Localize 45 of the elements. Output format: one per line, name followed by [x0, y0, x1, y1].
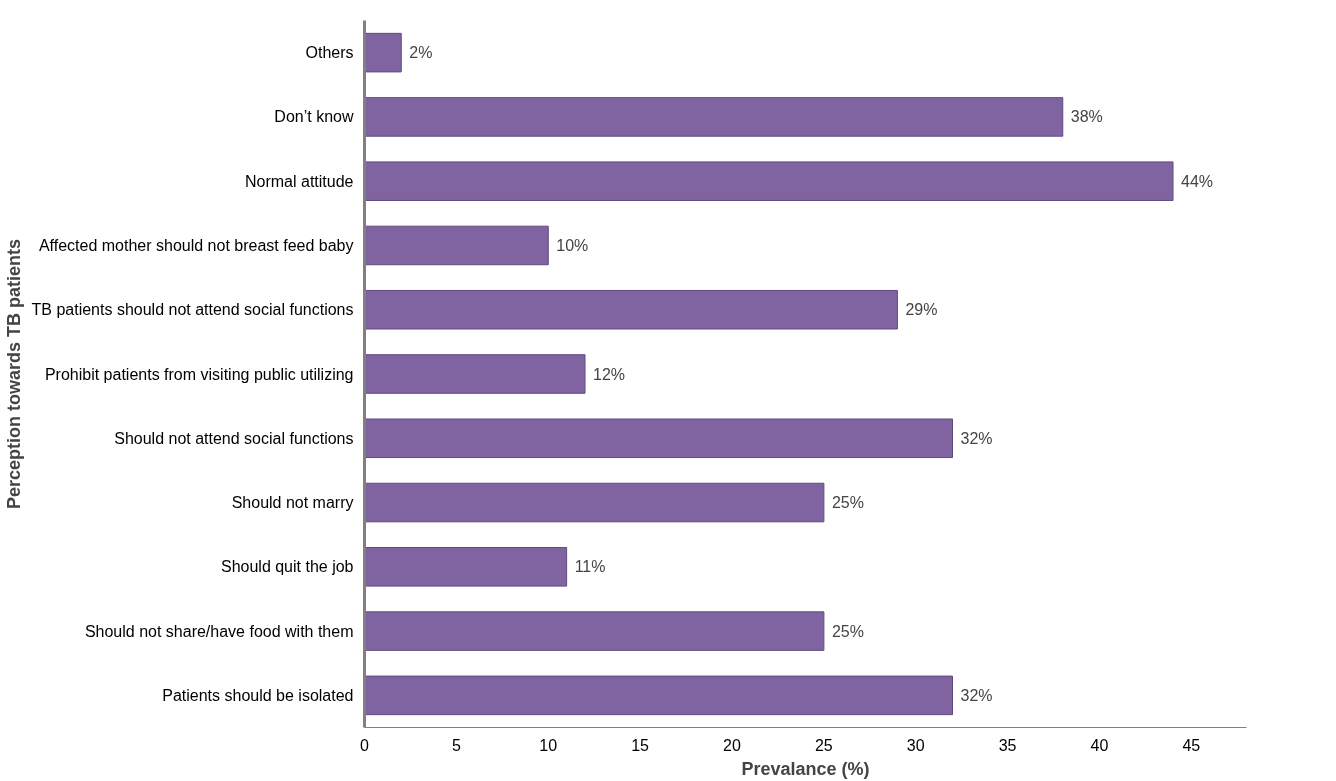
- data-label: 32%: [960, 686, 993, 704]
- x-tick-label: 40: [1090, 736, 1109, 754]
- bar: [364, 547, 568, 587]
- y-tick-label: Don’t know: [274, 108, 354, 126]
- bar: [364, 482, 825, 523]
- y-tick-label: TB patients should not attend social functions: [31, 301, 354, 319]
- y-tick-label: Should not share/have food with them: [84, 622, 354, 640]
- bar: [364, 32, 402, 73]
- bar: [364, 289, 898, 330]
- x-tick-label: 25: [814, 736, 833, 754]
- y-tick-label: Should not attend social functions: [114, 429, 354, 447]
- y-tick-label: Others: [305, 44, 354, 62]
- bar: [364, 354, 586, 394]
- data-label: 25%: [831, 622, 864, 640]
- data-label: 11%: [574, 558, 606, 576]
- data-label: 12%: [593, 365, 626, 383]
- y-tick-label: Normal attitude: [245, 172, 354, 190]
- x-tick-label: 5: [451, 736, 461, 754]
- x-tick-label: 20: [723, 736, 741, 754]
- bar: [364, 225, 549, 266]
- y-tick-label: Patients should be isolated: [162, 686, 354, 704]
- x-tick-label: 0: [360, 736, 370, 754]
- y-tick-label: Prohibit patients from visiting public utilizing: [44, 365, 354, 383]
- bar: [364, 675, 953, 716]
- x-axis-title: Prevalance (%): [741, 758, 870, 779]
- data-label: 44%: [1181, 172, 1214, 190]
- data-label: 29%: [905, 301, 938, 319]
- x-tick-label: 15: [631, 736, 650, 754]
- bar: [364, 97, 1064, 137]
- x-tick-label: 35: [998, 736, 1017, 754]
- bar: [364, 161, 1174, 201]
- data-label: 25%: [831, 494, 864, 512]
- x-tick-label: 45: [1182, 736, 1201, 754]
- y-tick-label: Should quit the job: [220, 558, 354, 576]
- y-tick-label: Should not marry: [231, 494, 354, 512]
- data-label: 10%: [556, 236, 589, 254]
- data-label: 38%: [1070, 108, 1103, 126]
- data-label: 2%: [409, 44, 433, 62]
- y-axis-title: Perception towards TB patients: [3, 238, 24, 510]
- bar: [364, 418, 953, 459]
- bar: [364, 611, 825, 651]
- x-tick-label: 30: [906, 736, 925, 754]
- data-label: 32%: [960, 429, 993, 447]
- x-tick-label: 10: [539, 736, 558, 754]
- y-tick-label: Affected mother should not breast feed baby: [38, 236, 354, 254]
